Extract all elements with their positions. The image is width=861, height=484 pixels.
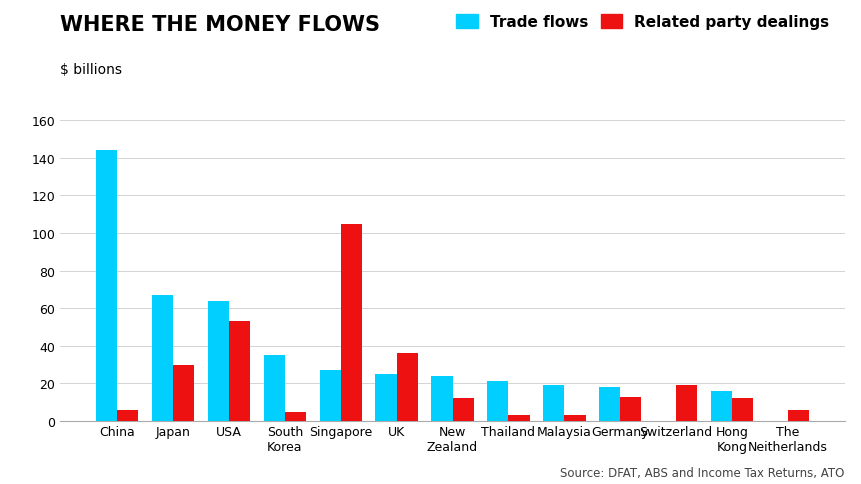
Bar bbox=[675, 385, 697, 421]
Bar bbox=[375, 374, 396, 421]
Bar bbox=[285, 412, 306, 421]
Bar bbox=[564, 415, 585, 421]
Bar bbox=[319, 370, 340, 421]
Bar bbox=[229, 322, 250, 421]
Legend: Trade flows, Related party dealings: Trade flows, Related party dealings bbox=[455, 15, 828, 30]
Text: Source: DFAT, ABS and Income Tax Returns, ATO: Source: DFAT, ABS and Income Tax Returns… bbox=[560, 466, 844, 479]
Bar bbox=[486, 382, 508, 421]
Bar bbox=[508, 415, 529, 421]
Bar bbox=[619, 397, 641, 421]
Bar bbox=[731, 399, 753, 421]
Text: $ billions: $ billions bbox=[60, 63, 122, 77]
Bar bbox=[542, 385, 564, 421]
Text: WHERE THE MONEY FLOWS: WHERE THE MONEY FLOWS bbox=[60, 15, 380, 34]
Bar bbox=[208, 301, 229, 421]
Bar bbox=[787, 410, 808, 421]
Bar bbox=[96, 151, 117, 421]
Bar bbox=[598, 387, 619, 421]
Bar bbox=[263, 355, 285, 421]
Bar bbox=[117, 410, 139, 421]
Bar bbox=[430, 376, 452, 421]
Bar bbox=[396, 353, 418, 421]
Bar bbox=[452, 399, 474, 421]
Bar bbox=[710, 391, 731, 421]
Bar bbox=[340, 224, 362, 421]
Bar bbox=[152, 295, 173, 421]
Bar bbox=[173, 365, 194, 421]
